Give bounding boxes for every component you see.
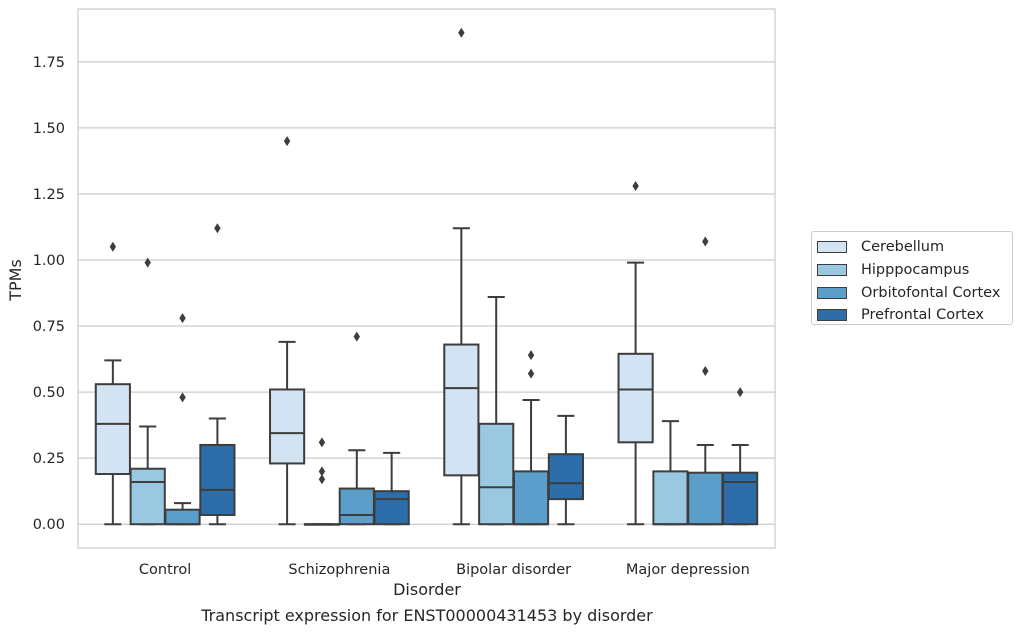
chart-caption: Transcript expression for ENST0000043145… xyxy=(201,606,653,625)
y-tick-label: 0.75 xyxy=(33,319,65,335)
box-layer xyxy=(94,27,759,526)
y-tick-label: 1.50 xyxy=(33,121,65,137)
box xyxy=(443,343,480,477)
box-group xyxy=(373,451,410,526)
outlier-point xyxy=(318,474,326,485)
outlier-point xyxy=(527,368,535,379)
y-tick-label: 0.00 xyxy=(33,517,65,533)
x-tick-label: Bipolar disorder xyxy=(456,562,571,578)
x-tick-label: Major depression xyxy=(626,562,750,578)
outlier-point xyxy=(527,350,535,361)
box xyxy=(687,471,724,526)
outlier-point xyxy=(179,313,186,324)
box-group xyxy=(512,350,550,526)
x-tick-label: Control xyxy=(139,562,191,578)
gridlines xyxy=(78,61,775,525)
box-group xyxy=(94,241,131,526)
legend-label-prefrontal: Prefrontal Cortex xyxy=(861,307,984,324)
box xyxy=(269,388,306,465)
box-group xyxy=(338,331,375,526)
legend-item-prefrontal: Prefrontal Cortex xyxy=(817,304,1012,327)
outlier-point xyxy=(179,392,186,403)
outlier-point xyxy=(353,331,360,342)
box xyxy=(722,471,759,526)
box xyxy=(478,422,515,526)
outlier-point xyxy=(144,257,151,268)
box-group xyxy=(269,136,306,526)
box-group xyxy=(443,27,480,526)
legend-swatch-cerebellum xyxy=(817,241,847,254)
outlier-point xyxy=(318,437,326,448)
y-axis-label: TPMs xyxy=(6,259,25,302)
y-tick-labels: 0.00 0.25 0.50 0.75 1.00 1.25 1.50 1.75 xyxy=(33,55,65,533)
legend-item-hippocampus: Hipppocampus xyxy=(817,259,1012,282)
outlier-point xyxy=(318,466,326,477)
box-group xyxy=(617,181,654,526)
box xyxy=(512,470,550,526)
legend-item-cerebellum: Cerebellum xyxy=(817,236,1012,259)
plot-frame xyxy=(77,8,776,549)
legend-swatch-prefrontal xyxy=(817,309,847,322)
outlier-point xyxy=(283,136,291,147)
box xyxy=(547,453,584,501)
box-group xyxy=(652,420,689,526)
legend-label-hippocampus: Hipppocampus xyxy=(861,262,970,279)
box-group xyxy=(478,295,515,526)
x-tick-label: Schizophrenia xyxy=(288,562,390,578)
box-group xyxy=(303,437,341,526)
outlier-point xyxy=(702,236,709,247)
outlier-point xyxy=(214,223,221,234)
legend-label-orbitofrontal: Orbitofontal Cortex xyxy=(861,284,1001,301)
legend-item-orbitofrontal: Orbitofontal Cortex xyxy=(817,281,1012,304)
legend-label-cerebellum: Cerebellum xyxy=(861,239,945,256)
box xyxy=(199,443,236,516)
box xyxy=(94,383,131,476)
box-group xyxy=(164,313,201,526)
box xyxy=(129,467,166,526)
legend-swatch-hippocampus xyxy=(817,264,847,277)
box-group xyxy=(687,236,724,526)
outlier-point xyxy=(736,387,744,398)
outlier-point xyxy=(458,27,465,38)
outlier-point xyxy=(632,181,639,192)
box xyxy=(617,352,654,444)
y-tick-label: 0.25 xyxy=(33,451,65,467)
outlier-point xyxy=(702,365,709,376)
x-axis-label: Disorder xyxy=(393,580,461,599)
y-tick-label: 1.00 xyxy=(33,253,65,269)
box xyxy=(338,487,375,526)
box-group xyxy=(199,223,236,526)
box-group xyxy=(722,387,759,526)
box-group xyxy=(129,257,166,526)
legend-swatch-orbitofrontal xyxy=(817,286,847,299)
y-tick-label: 1.25 xyxy=(33,187,65,203)
box xyxy=(652,470,689,526)
y-tick-label: 0.50 xyxy=(33,385,65,401)
box xyxy=(164,508,201,526)
box-group xyxy=(547,414,584,526)
box xyxy=(373,490,410,526)
x-tick-labels: Control Schizophrenia Bipolar disorder Majo… xyxy=(139,562,750,578)
y-tick-label: 1.75 xyxy=(33,55,65,71)
legend: Cerebellum Hipppocampus Orbitofontal Cor… xyxy=(811,231,1013,325)
outlier-point xyxy=(109,241,117,252)
